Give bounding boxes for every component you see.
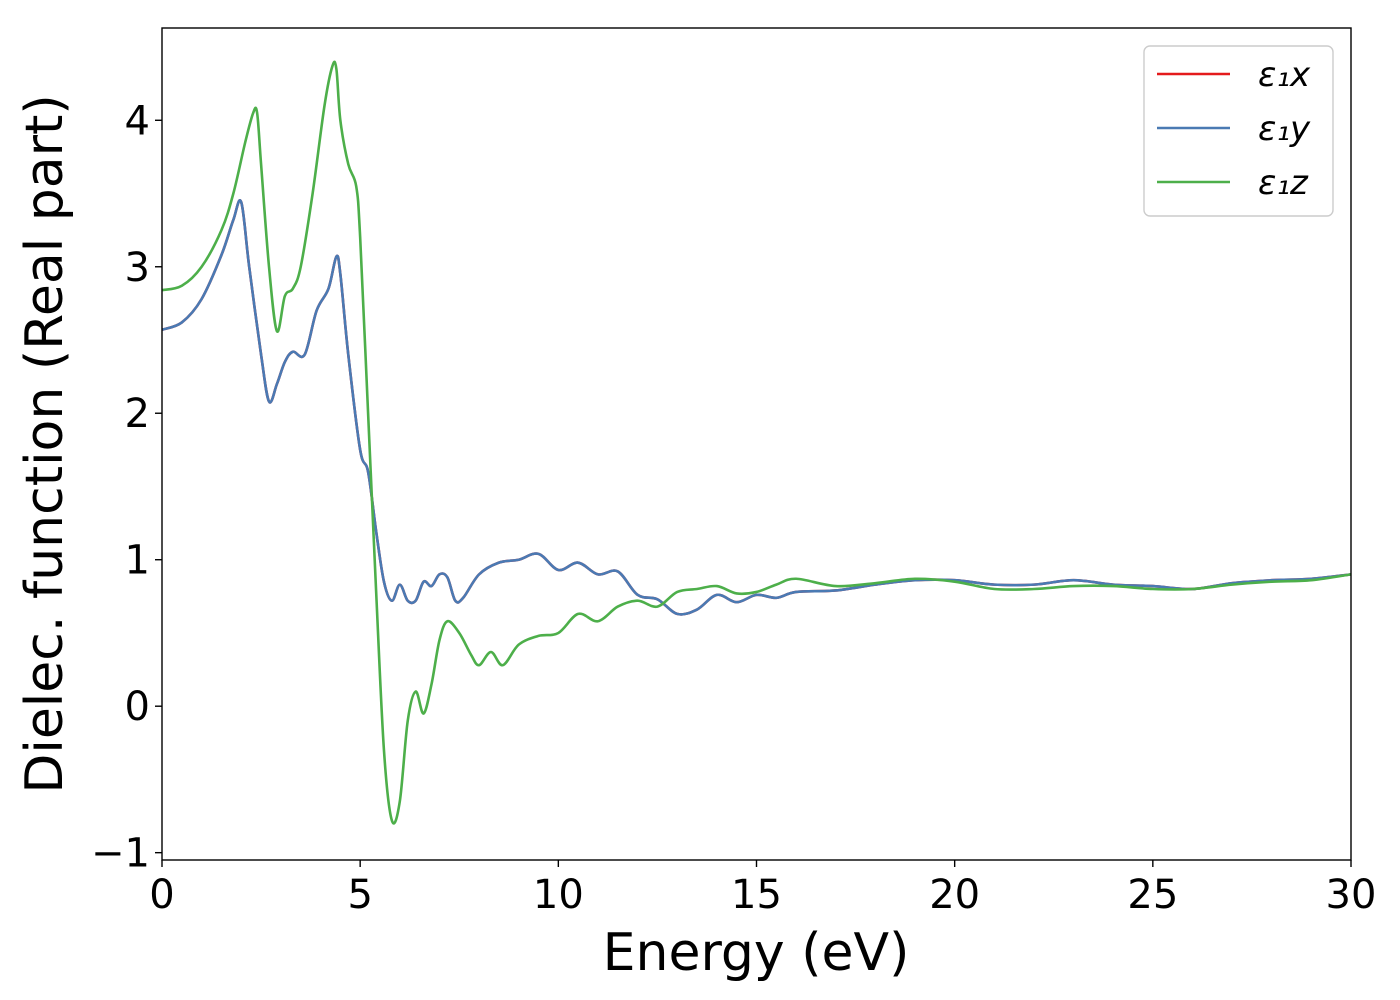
y-tick-label: −1 bbox=[91, 831, 150, 877]
legend-box bbox=[1143, 45, 1334, 217]
x-axis-label: Energy (eV) bbox=[603, 923, 910, 983]
x-axis-ticks: 0 5 10 15 20 25 30 bbox=[149, 860, 1376, 918]
legend-label-2: ε₁y bbox=[1258, 109, 1311, 149]
y-tick-label: 4 bbox=[125, 98, 150, 144]
y-tick-label: 1 bbox=[125, 538, 150, 584]
x-tick-label: 20 bbox=[929, 872, 980, 918]
series-line-1 bbox=[161, 199, 1352, 616]
x-tick-label: 0 bbox=[149, 872, 174, 918]
series-layer bbox=[161, 60, 1352, 825]
legend-items: ε₁x ε₁y ε₁z bbox=[1157, 55, 1311, 203]
y-axis-ticks: −1 0 1 2 3 4 bbox=[91, 98, 162, 877]
x-tick-label: 5 bbox=[347, 872, 372, 918]
y-tick-label: 3 bbox=[125, 245, 150, 291]
y-tick-label: 0 bbox=[125, 684, 150, 730]
series-line-2 bbox=[161, 199, 1352, 616]
series-line-3 bbox=[161, 60, 1352, 825]
y-axis-label: Dielec. function (Real part) bbox=[15, 94, 75, 793]
legend: ε₁x ε₁y ε₁z bbox=[1143, 45, 1334, 217]
x-tick-label: 15 bbox=[731, 872, 782, 918]
legend-label-3: ε₁z bbox=[1258, 163, 1309, 203]
y-tick-label: 2 bbox=[125, 391, 150, 437]
x-tick-label: 30 bbox=[1326, 872, 1377, 918]
legend-label-1: ε₁x bbox=[1258, 55, 1311, 95]
x-tick-label: 10 bbox=[533, 872, 584, 918]
x-tick-label: 25 bbox=[1127, 872, 1178, 918]
